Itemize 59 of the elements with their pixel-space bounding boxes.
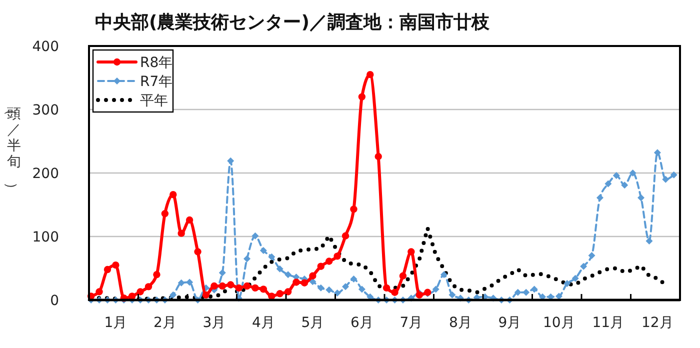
point xyxy=(292,278,300,286)
x-tick-label: 1月 xyxy=(104,315,128,331)
point xyxy=(309,272,316,280)
point xyxy=(178,230,185,237)
y-tick-label: 100 xyxy=(32,230,59,246)
x-tick-label: 6月 xyxy=(350,315,374,331)
point xyxy=(408,248,415,256)
point xyxy=(276,290,284,298)
point xyxy=(202,291,210,299)
point xyxy=(374,152,382,160)
x-tick-label: 5月 xyxy=(301,315,324,331)
legend-label: 平年 xyxy=(140,93,168,109)
y-tick-label: 300 xyxy=(32,102,59,118)
x-tick-label: 4月 xyxy=(252,315,275,331)
point xyxy=(325,258,333,265)
point xyxy=(144,283,152,290)
x-tick-label: 9月 xyxy=(498,315,522,331)
point xyxy=(382,284,390,292)
legend-label: R7年 xyxy=(140,74,173,90)
x-tick-label: 12月 xyxy=(642,315,674,331)
point xyxy=(399,272,407,280)
legend-label: R8年 xyxy=(140,55,173,71)
point xyxy=(350,206,358,213)
point xyxy=(366,70,374,78)
point xyxy=(391,288,398,296)
point xyxy=(252,284,259,292)
point xyxy=(300,279,308,286)
x-tick-label: 10月 xyxy=(543,315,575,331)
point xyxy=(128,292,136,300)
x-tick-label: 2月 xyxy=(153,315,176,331)
point xyxy=(104,266,112,274)
point xyxy=(342,232,350,240)
point xyxy=(334,252,341,260)
point xyxy=(268,292,276,300)
y-tick-label: 400 xyxy=(32,39,59,55)
point xyxy=(260,286,268,293)
x-tick-label: 8月 xyxy=(448,315,472,331)
x-tick-label: 11月 xyxy=(592,315,624,331)
point xyxy=(136,288,144,296)
x-tick-label: 7月 xyxy=(400,315,423,331)
point xyxy=(194,248,202,256)
point xyxy=(112,261,120,269)
point xyxy=(161,210,169,218)
point xyxy=(153,271,160,278)
point xyxy=(284,288,292,296)
point xyxy=(358,93,366,100)
point xyxy=(96,288,103,296)
point xyxy=(186,216,194,224)
y-tick-label: 200 xyxy=(32,166,59,182)
point xyxy=(210,282,218,290)
y-tick-label: 0 xyxy=(50,293,59,309)
point xyxy=(317,262,324,270)
point xyxy=(170,190,177,198)
point xyxy=(235,284,242,292)
point xyxy=(218,282,226,290)
point xyxy=(243,282,251,290)
x-tick-label: 3月 xyxy=(202,315,226,331)
point xyxy=(226,281,234,288)
chart-title: 中央部(農業技術センター)／調査地：南国市廿枝 xyxy=(95,12,490,33)
